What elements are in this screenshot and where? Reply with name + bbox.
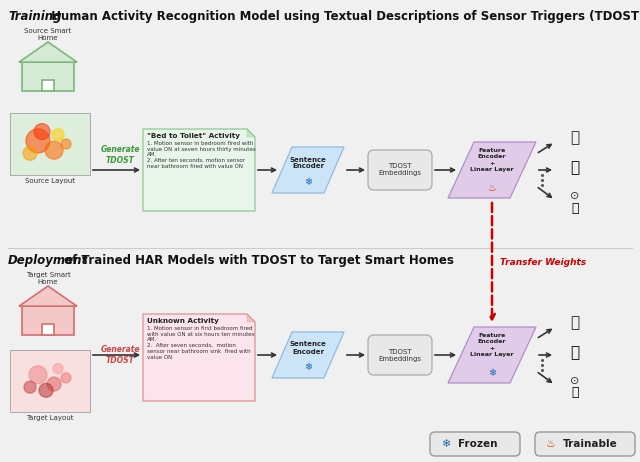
- Circle shape: [29, 366, 47, 384]
- FancyBboxPatch shape: [368, 335, 432, 375]
- Text: Unknown Activity: Unknown Activity: [147, 318, 219, 324]
- Text: Source Layout: Source Layout: [25, 178, 75, 184]
- Text: TDOST
Embeddings: TDOST Embeddings: [378, 164, 422, 176]
- Text: sensor near bathroom sink  fired with: sensor near bathroom sink fired with: [147, 349, 251, 354]
- Text: 1. Motion sensor in bedroom fired with: 1. Motion sensor in bedroom fired with: [147, 141, 253, 146]
- Text: "Bed to Toilet" Activity: "Bed to Toilet" Activity: [147, 133, 240, 139]
- Circle shape: [24, 381, 36, 393]
- FancyBboxPatch shape: [10, 350, 90, 412]
- FancyBboxPatch shape: [42, 80, 54, 91]
- Text: value ON: value ON: [147, 355, 172, 360]
- Text: Sentence
Encoder: Sentence Encoder: [289, 157, 326, 170]
- Circle shape: [26, 129, 50, 153]
- Circle shape: [52, 129, 64, 141]
- Text: Transfer Weights: Transfer Weights: [500, 258, 586, 267]
- Text: TDOST
Embeddings: TDOST Embeddings: [378, 348, 422, 361]
- Text: 🧍: 🧍: [570, 160, 580, 176]
- Text: ❄: ❄: [442, 439, 451, 449]
- Text: ⌚: ⌚: [570, 130, 580, 146]
- Text: 2.  After seven seconds,  motion: 2. After seven seconds, motion: [147, 343, 236, 348]
- Text: Source Smart
Home: Source Smart Home: [24, 28, 72, 41]
- Text: Target Smart
Home: Target Smart Home: [26, 272, 70, 285]
- Text: 🪑: 🪑: [572, 387, 579, 400]
- Polygon shape: [247, 129, 255, 137]
- Text: Generate
TDOST: Generate TDOST: [100, 345, 140, 365]
- Text: near bathroom fired with value ON: near bathroom fired with value ON: [147, 164, 243, 169]
- FancyBboxPatch shape: [368, 150, 432, 190]
- Polygon shape: [143, 314, 255, 401]
- Polygon shape: [448, 142, 536, 198]
- Text: AM.: AM.: [147, 152, 157, 158]
- Polygon shape: [247, 314, 255, 322]
- Text: value ON at seven hours thirty minutes: value ON at seven hours thirty minutes: [147, 146, 255, 152]
- Text: 🪑: 🪑: [572, 201, 579, 214]
- FancyBboxPatch shape: [22, 62, 74, 91]
- Text: ⊙: ⊙: [570, 191, 580, 201]
- Text: Human Activity Recognition Model using Textual Descriptions of Sensor Triggers (: Human Activity Recognition Model using T…: [47, 10, 640, 23]
- Circle shape: [39, 383, 53, 397]
- Polygon shape: [19, 286, 77, 306]
- Text: ⌚: ⌚: [570, 316, 580, 330]
- Text: of Trained HAR Models with TDOST to Target Smart Homes: of Trained HAR Models with TDOST to Targ…: [60, 254, 454, 267]
- Text: 2. After ten seconds, motion sensor: 2. After ten seconds, motion sensor: [147, 158, 245, 163]
- Polygon shape: [272, 147, 344, 193]
- Text: ♨: ♨: [488, 183, 497, 193]
- Text: Generate
TDOST: Generate TDOST: [100, 146, 140, 164]
- Circle shape: [45, 141, 63, 159]
- Polygon shape: [143, 129, 255, 211]
- FancyBboxPatch shape: [10, 113, 90, 175]
- Text: Training: Training: [8, 10, 61, 23]
- Polygon shape: [272, 332, 344, 378]
- Text: Target Layout: Target Layout: [26, 415, 74, 421]
- Text: ♨: ♨: [546, 439, 556, 449]
- Text: Sentence
Encoder: Sentence Encoder: [289, 341, 326, 354]
- Polygon shape: [448, 327, 536, 383]
- Text: with value ON at six hours ten minutes: with value ON at six hours ten minutes: [147, 332, 255, 337]
- FancyBboxPatch shape: [42, 324, 54, 335]
- Circle shape: [47, 377, 61, 391]
- Circle shape: [61, 373, 71, 383]
- Circle shape: [34, 124, 50, 140]
- Text: ❄: ❄: [488, 368, 496, 378]
- Text: 🧍: 🧍: [570, 346, 580, 360]
- Text: Frozen: Frozen: [458, 439, 497, 449]
- FancyBboxPatch shape: [535, 432, 635, 456]
- Text: 1. Motion sensor in first bedroom fired: 1. Motion sensor in first bedroom fired: [147, 326, 253, 331]
- Circle shape: [61, 139, 71, 149]
- FancyBboxPatch shape: [22, 306, 74, 335]
- Text: ❄: ❄: [304, 362, 312, 372]
- Circle shape: [53, 364, 63, 374]
- Text: AM.: AM.: [147, 337, 157, 342]
- Polygon shape: [19, 42, 77, 62]
- Text: ❄: ❄: [304, 177, 312, 187]
- Text: Deployment: Deployment: [8, 254, 88, 267]
- Text: Feature
Encoder
+
Linear Layer: Feature Encoder + Linear Layer: [470, 333, 514, 357]
- Text: ⊙: ⊙: [570, 376, 580, 386]
- Text: Trainable: Trainable: [563, 439, 618, 449]
- Text: Feature
Encoder
+
Linear Layer: Feature Encoder + Linear Layer: [470, 148, 514, 172]
- FancyBboxPatch shape: [430, 432, 520, 456]
- Circle shape: [23, 146, 37, 160]
